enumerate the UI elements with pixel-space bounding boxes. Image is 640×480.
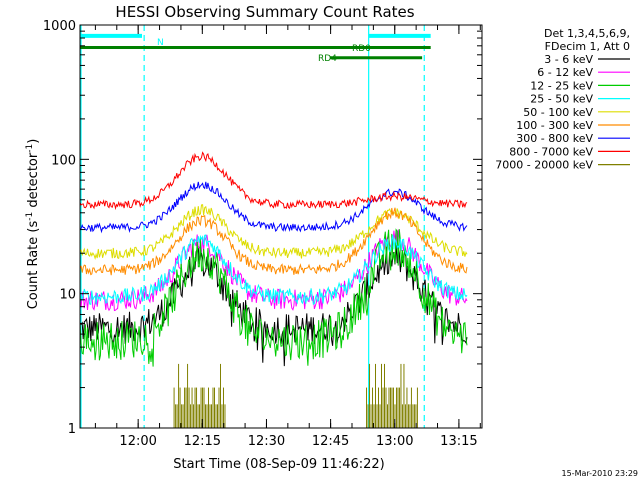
legend-label: 6 - 12 keV [537,66,593,79]
y-tick-label: 10 [59,288,76,303]
legend-label: 12 - 25 keV [530,79,593,92]
legend-label: 800 - 7000 keV [509,145,593,158]
legend-label: 300 - 800 keV [516,132,593,145]
flag-label-rd0: RD0 [352,44,371,54]
x-tick-label: 12:45 [312,434,349,449]
y-tick-label: 100 [51,153,76,168]
axes-frame [79,24,483,429]
legend: Det 1,3,4,5,6,9,FDecim 1, Att 03 - 6 keV… [495,27,630,172]
legend-label: 25 - 50 keV [530,93,593,106]
legend-label: 7000 - 20000 keV [495,159,593,172]
y-tick-label: 1000 [43,19,76,34]
axes: 1 10 100 1000 12:00 12:15 12:30 12:45 13:00 13:15 [43,19,483,449]
series-line [79,151,468,211]
x-tick-label: 12:30 [248,434,285,449]
y-tick-label: 1 [68,422,76,437]
x-axis-label: Start Time (08-Sep-09 11:46:22) [173,457,384,472]
legend-header: FDecim 1, Att 0 [545,40,630,53]
flag-label-rd4: RD4 [318,54,337,64]
x-tick-label: 13:00 [376,434,413,449]
x-tick-label: 12:15 [184,434,221,449]
flag-label-n: N [157,38,164,48]
y-axis-label-part: ) [26,139,41,144]
y-axis-label-superscript: -1 [25,144,35,153]
plot-area: N RD0 RD4 [79,25,468,428]
y-axis-label: Count Rate (s-1 detector-1) [25,139,41,310]
x-tick-label: 12:00 [119,434,156,449]
legend-label: 100 - 300 keV [516,119,593,132]
y-axis-label-part: Count Rate (s [26,221,41,310]
series-line [79,234,468,305]
x-tick-label: 13:15 [440,434,477,449]
legend-label: 3 - 6 keV [544,53,593,66]
legend-header: Det 1,3,4,5,6,9, [544,27,630,40]
y-axis-label-part: detector [26,152,41,212]
legend-label: 50 - 100 keV [523,106,593,119]
series-line [79,181,468,234]
series-line [79,244,468,367]
series-line [79,207,468,276]
series-line [79,228,468,367]
y-axis-label-superscript: -1 [25,212,35,221]
timestamp: 15-Mar-2010 23:29 [562,469,639,478]
chart-title: HESSI Observing Summary Count Rates [115,3,414,21]
